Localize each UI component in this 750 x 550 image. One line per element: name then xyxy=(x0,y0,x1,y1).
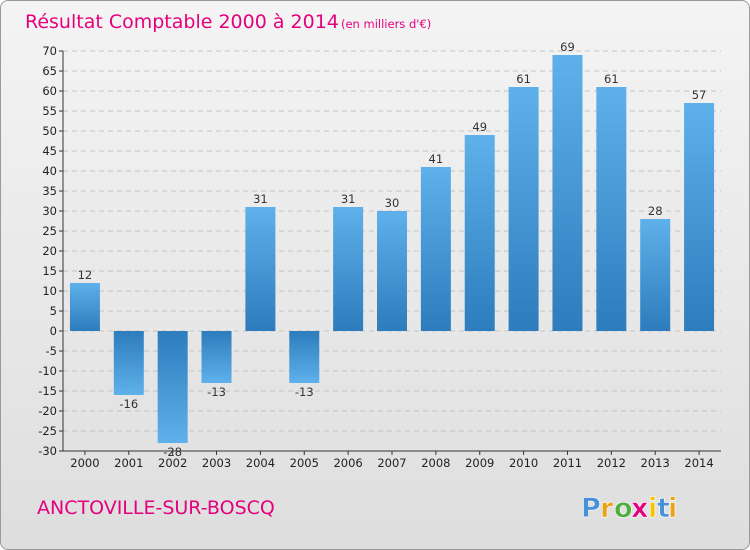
y-tick-label: -25 xyxy=(38,424,57,438)
y-tick-label: 50 xyxy=(42,124,57,138)
y-tick-label: -5 xyxy=(46,344,57,358)
y-tick-label: 45 xyxy=(42,144,57,158)
logo-letter: i xyxy=(648,493,657,524)
chart-title: Résultat Comptable 2000 à 2014 xyxy=(25,11,339,33)
logo-letter: o xyxy=(614,493,633,524)
y-tick-label: 5 xyxy=(50,304,57,318)
bar-2003 xyxy=(201,331,232,383)
bar-2000 xyxy=(69,283,100,331)
logo-letter: r xyxy=(600,493,614,524)
x-tick-label-2013: 2013 xyxy=(641,456,670,470)
y-tick-label: -30 xyxy=(38,444,57,458)
logo-letter: t xyxy=(657,493,670,524)
x-tick-label-2011: 2011 xyxy=(553,456,582,470)
bar-2006 xyxy=(333,207,364,331)
data-label-2012: 61 xyxy=(604,72,619,86)
bar-2012 xyxy=(596,87,627,331)
y-tick-label: -10 xyxy=(38,364,57,378)
bar-2011 xyxy=(552,55,583,331)
x-tick-label-2000: 2000 xyxy=(70,456,99,470)
y-tick-label: 25 xyxy=(42,224,57,238)
x-tick-label-2001: 2001 xyxy=(114,456,143,470)
y-tick-label: 55 xyxy=(42,104,57,118)
data-label-2001: -16 xyxy=(119,397,138,411)
y-tick-label: 65 xyxy=(42,64,57,78)
data-label-2002: -28 xyxy=(163,445,182,459)
data-label-2003: -13 xyxy=(207,385,226,399)
bar-2013 xyxy=(640,219,671,331)
y-tick-label: 30 xyxy=(42,204,57,218)
data-label-2006: 31 xyxy=(341,192,356,206)
x-tick-label-2002: 2002 xyxy=(158,456,187,470)
bar-2007 xyxy=(377,211,407,331)
bar-2010 xyxy=(508,87,539,331)
chart-subtitle: (en milliers d'€) xyxy=(341,17,431,31)
bar-2009 xyxy=(464,135,495,331)
data-label-2000: 12 xyxy=(78,268,93,282)
x-tick-labels: 2000 2001 2002 2003 2004 2005 2006 2007 2008 2009… xyxy=(70,451,714,470)
data-label-2009: 49 xyxy=(472,120,487,134)
y-tick-label: 35 xyxy=(42,184,57,198)
y-tick-label: 40 xyxy=(42,164,57,178)
data-label-2004: 31 xyxy=(253,192,268,206)
bars xyxy=(69,55,715,443)
data-label-2010: 61 xyxy=(516,72,531,86)
data-label-2005: -13 xyxy=(295,385,314,399)
bar-2014 xyxy=(684,103,715,331)
logo-letter: i xyxy=(668,493,677,524)
x-tick-label-2004: 2004 xyxy=(246,456,275,470)
x-tick-label-2009: 2009 xyxy=(465,456,494,470)
y-tick-label: 15 xyxy=(42,264,57,278)
data-label-2008: 41 xyxy=(429,152,444,166)
y-tick-label: -20 xyxy=(38,404,57,418)
x-tick-label-2005: 2005 xyxy=(290,456,319,470)
x-tick-label-2007: 2007 xyxy=(377,456,406,470)
x-tick-label-2008: 2008 xyxy=(421,456,450,470)
bar-2001 xyxy=(113,331,144,395)
x-tick-label-2012: 2012 xyxy=(597,456,626,470)
data-label-2014: 57 xyxy=(692,88,707,102)
x-tick-label-2010: 2010 xyxy=(509,456,538,470)
y-tick-label: 10 xyxy=(42,284,57,298)
commune-name: ANCTOVILLE-SUR-BOSCQ xyxy=(37,497,275,519)
data-label-2013: 28 xyxy=(648,204,663,218)
bar-2004 xyxy=(245,207,276,331)
y-tick-label: 60 xyxy=(42,84,57,98)
y-tick-label: 70 xyxy=(42,44,57,58)
bar-2005 xyxy=(289,331,320,383)
bar-2008 xyxy=(420,167,451,331)
y-tick-label: -15 xyxy=(38,384,57,398)
y-tick-label: 0 xyxy=(50,324,57,338)
logo-letter: x xyxy=(631,493,648,524)
bar-2002 xyxy=(157,331,188,443)
y-tick-labels: -30 -25 -20 -15 -10 -5 0 5 10 15 20 25 30 35 40 45 50 55 6… xyxy=(38,44,63,458)
data-label-2007: 30 xyxy=(385,196,400,210)
data-labels: 12 -16 -28 -13 31 -13 31 30 41 49 61 69 61 28 57 xyxy=(78,40,707,459)
x-tick-label-2014: 2014 xyxy=(684,456,713,470)
x-tick-label-2006: 2006 xyxy=(333,456,362,470)
y-tick-label: 20 xyxy=(42,244,57,258)
data-label-2011: 69 xyxy=(560,40,575,54)
x-tick-label-2003: 2003 xyxy=(202,456,231,470)
logo-letter: P xyxy=(581,493,601,524)
